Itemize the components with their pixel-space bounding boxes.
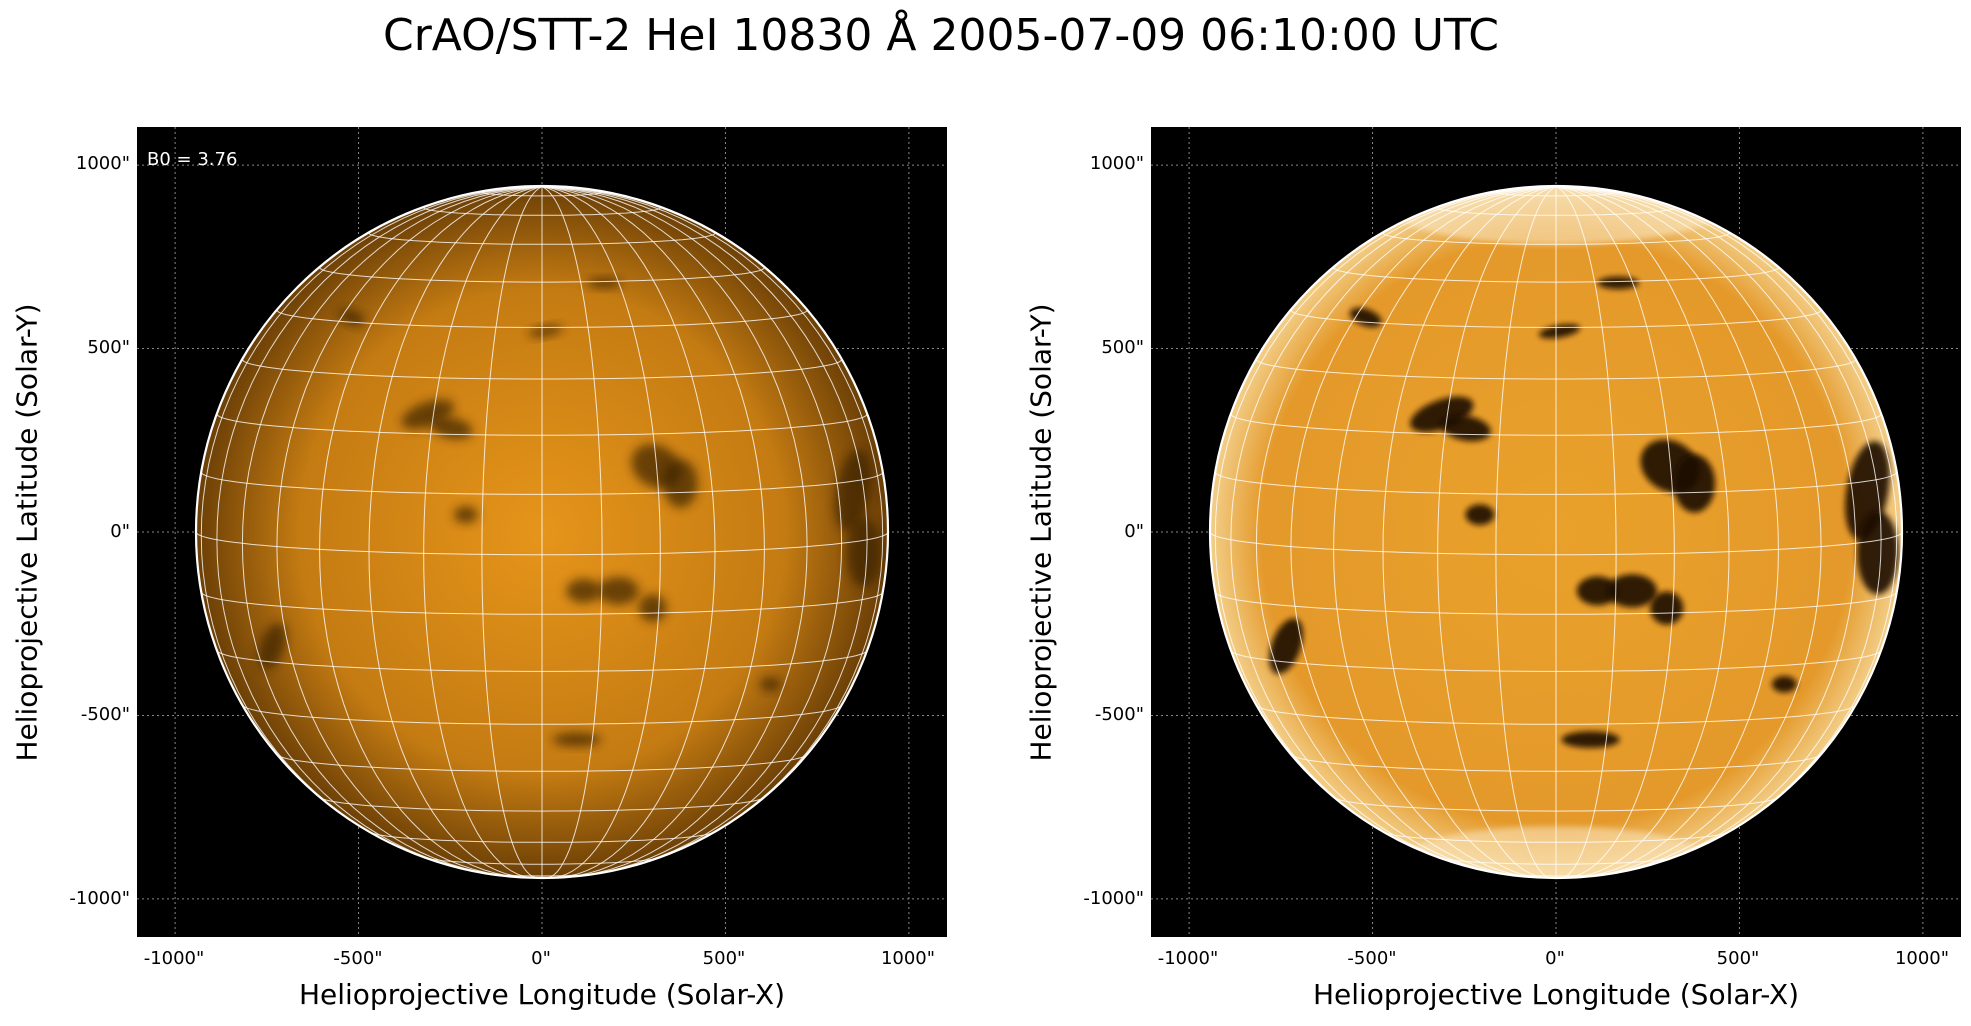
ytick-label: -500" xyxy=(1094,704,1144,725)
xtick-label: -500" xyxy=(1347,948,1397,969)
filament xyxy=(1576,576,1619,606)
right-solar-disk xyxy=(1151,127,1961,937)
longitude-line xyxy=(1555,186,1779,878)
ytick-label: -1000" xyxy=(69,888,130,909)
filament xyxy=(566,578,601,603)
longitude-line xyxy=(1555,186,1617,878)
xtick-label: 500" xyxy=(1716,948,1760,969)
longitude-line xyxy=(423,186,543,878)
xtick-label: 1000" xyxy=(880,948,936,969)
xtick-label: 0" xyxy=(531,948,551,969)
filament xyxy=(431,417,473,440)
limb-outline xyxy=(1208,184,1904,880)
filament xyxy=(1673,454,1716,513)
longitude-line xyxy=(1555,186,1675,878)
filament xyxy=(638,594,667,622)
filament xyxy=(258,623,287,670)
filament xyxy=(846,518,882,588)
filament xyxy=(401,399,455,430)
filament xyxy=(552,732,601,747)
filament xyxy=(453,506,478,524)
ytick-label: -1000" xyxy=(1083,888,1144,909)
longitude-line xyxy=(541,186,603,878)
filament xyxy=(1465,504,1495,526)
longitude-line xyxy=(1555,186,1857,876)
longitude-line xyxy=(1290,186,1557,878)
right-solar-image xyxy=(1151,127,1961,937)
filament xyxy=(597,576,639,605)
xtick-label: 500" xyxy=(702,948,746,969)
filament xyxy=(1650,591,1684,625)
right-x-axis-label: Helioprojective Longitude (Solar-X) xyxy=(1312,978,1800,1011)
filament xyxy=(759,677,781,692)
ytick-label: 500" xyxy=(87,337,130,358)
left-solar-disk xyxy=(137,127,947,937)
filament xyxy=(1269,618,1304,674)
right-y-axis-label: Helioprojective Latitude (Solar-Y) xyxy=(1024,303,1058,762)
longitude-line xyxy=(541,186,843,876)
longitude-line xyxy=(1555,186,1882,872)
longitude-line xyxy=(481,186,543,878)
longitude-line xyxy=(1555,186,1730,878)
longitude-line xyxy=(541,186,868,872)
filament xyxy=(586,277,622,289)
longitude-line xyxy=(541,186,808,878)
longitude-line xyxy=(1333,186,1557,878)
longitude-line xyxy=(200,186,543,857)
filament xyxy=(1410,396,1474,433)
left-y-axis-label: Helioprojective Latitude (Solar-Y) xyxy=(10,303,44,762)
longitude-line xyxy=(216,186,543,872)
longitude-line xyxy=(276,186,543,878)
longitude-line xyxy=(368,186,543,878)
filament xyxy=(834,449,872,532)
filament xyxy=(1561,731,1620,748)
longitude-line xyxy=(1495,186,1557,878)
ytick-label: 500" xyxy=(1101,337,1144,358)
filament xyxy=(663,459,698,508)
ytick-label: 0" xyxy=(110,521,130,542)
longitude-line xyxy=(541,186,765,878)
longitude-line xyxy=(241,186,543,876)
limb-outline xyxy=(194,184,890,880)
longitude-line xyxy=(1255,186,1557,876)
filament xyxy=(528,325,563,338)
xtick-label: -500" xyxy=(333,948,383,969)
longitude-line xyxy=(319,186,543,878)
xtick-label: -1000" xyxy=(1157,948,1219,969)
longitude-line xyxy=(1437,186,1557,878)
ytick-label: 1000" xyxy=(1089,153,1144,174)
filament xyxy=(1597,276,1640,290)
filament xyxy=(1857,511,1899,595)
left-x-axis-label: Helioprojective Longitude (Solar-X) xyxy=(298,978,786,1011)
xtick-label: 0" xyxy=(1545,948,1565,969)
ytick-label: 1000" xyxy=(75,153,130,174)
longitude-line xyxy=(1230,186,1557,872)
longitude-line xyxy=(1382,186,1557,878)
longitude-line xyxy=(1555,186,1898,857)
xtick-label: 1000" xyxy=(1894,948,1950,969)
b0-annotation: B0 = 3.76 xyxy=(147,149,238,170)
longitude-line xyxy=(1214,186,1557,857)
filament xyxy=(1771,675,1797,693)
ytick-label: -500" xyxy=(80,704,130,725)
ytick-label: 0" xyxy=(1124,521,1144,542)
longitude-line xyxy=(541,186,661,878)
longitude-line xyxy=(1555,186,1822,878)
left-solar-image: B0 = 3.76 xyxy=(137,127,947,937)
longitude-line xyxy=(541,186,884,857)
filament xyxy=(1607,574,1658,608)
figure-title: CrAO/STT-2 HeI 10830 Å 2005-07-09 06:10:… xyxy=(382,10,1499,61)
xtick-label: -1000" xyxy=(143,948,205,969)
longitude-line xyxy=(541,186,716,878)
